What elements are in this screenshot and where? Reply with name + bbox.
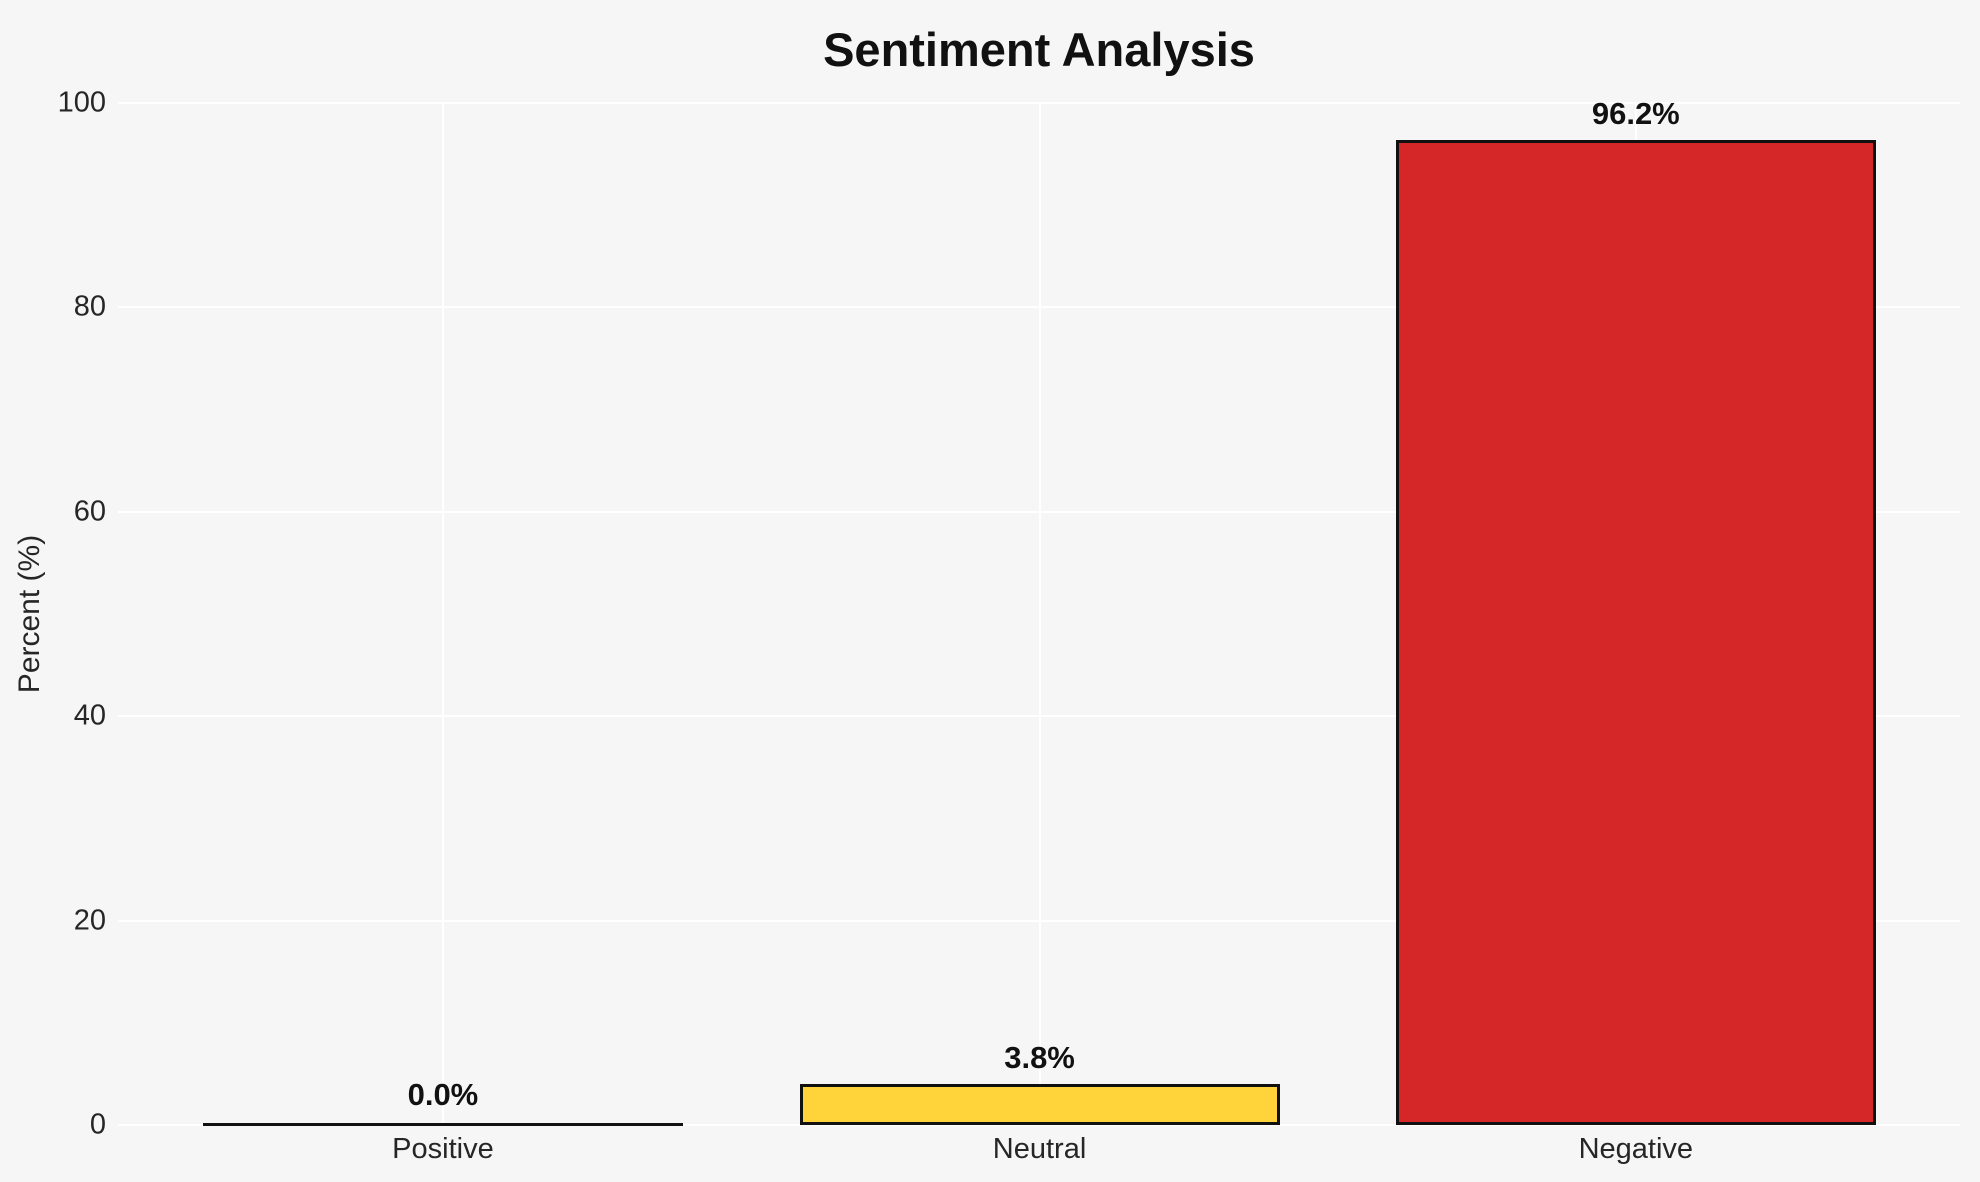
- plot-area: 0.0% 3.8% 96.2%: [118, 96, 1960, 1126]
- chart-title: Sentiment Analysis: [823, 23, 1255, 76]
- y-axis-label: Percent (%): [13, 534, 46, 694]
- x-tick-label-neutral: Neutral: [992, 1133, 1087, 1165]
- y-tick-label-60: 60: [73, 495, 106, 528]
- x-tick-label-positive: Positive: [392, 1133, 494, 1165]
- y-tick-label-80: 80: [73, 290, 106, 323]
- x-tick-label-negative: Negative: [1578, 1133, 1694, 1165]
- y-tick-label-20: 20: [73, 904, 106, 937]
- y-tick-label-0: 0: [89, 1108, 106, 1141]
- bar-value-label-negative: 96.2%: [1591, 95, 1680, 131]
- gridline-v-positive: [441, 103, 444, 1125]
- bar-negative: [1395, 139, 1876, 1125]
- bar-neutral: [799, 1084, 1280, 1125]
- bar-value-label-positive: 0.0%: [407, 1077, 479, 1112]
- bar-positive: [202, 1123, 683, 1126]
- bar-value-label-neutral: 3.8%: [1004, 1040, 1075, 1076]
- gridline-h-0: [118, 1124, 1960, 1126]
- y-tick-label-40: 40: [73, 699, 106, 732]
- gridline-v-neutral: [1038, 103, 1041, 1125]
- y-tick-label-100: 100: [57, 86, 106, 119]
